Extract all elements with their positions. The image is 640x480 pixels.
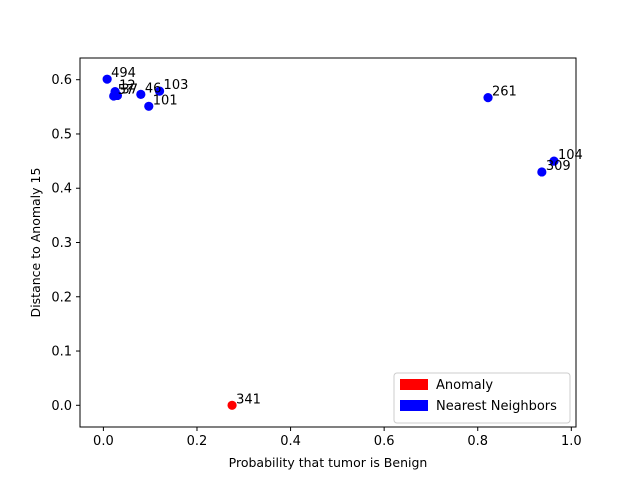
y-axis-label: Distance to Anomaly 15 bbox=[28, 168, 43, 318]
data-point-37 bbox=[112, 90, 123, 101]
point-label-341: 341 bbox=[236, 392, 261, 407]
point-label-494: 494 bbox=[111, 66, 136, 81]
point-label-309: 309 bbox=[546, 159, 571, 174]
x-tick-label: 1.0 bbox=[561, 434, 582, 449]
legend-label-anomaly: Anomaly bbox=[436, 378, 493, 393]
data-point-101 bbox=[144, 101, 154, 111]
point-label-101: 101 bbox=[153, 93, 178, 108]
point-label-104: 104 bbox=[558, 148, 583, 163]
x-axis-ticks: 0.0 0.2 0.4 0.6 0.8 1.0 bbox=[93, 427, 582, 449]
x-tick-label: 0.8 bbox=[467, 434, 488, 449]
x-tick-label: 0.0 bbox=[93, 434, 114, 449]
x-axis-label: Probability that tumor is Benign bbox=[229, 455, 428, 470]
y-tick-label: 0.0 bbox=[51, 399, 72, 414]
x-tick-label: 0.2 bbox=[187, 434, 208, 449]
legend-label-nearest-neighbors: Nearest Neighbors bbox=[436, 399, 557, 414]
data-point-341 bbox=[227, 400, 237, 410]
y-axis-ticks: 0.0 0.1 0.2 0.3 0.4 0.5 0.6 bbox=[51, 73, 80, 414]
point-label-103: 103 bbox=[164, 78, 189, 93]
point-label-261: 261 bbox=[492, 85, 517, 100]
y-tick-label: 0.1 bbox=[51, 345, 72, 360]
data-point-103 bbox=[154, 86, 165, 96]
y-tick-label: 0.3 bbox=[51, 236, 72, 251]
x-tick-label: 0.4 bbox=[280, 434, 301, 449]
point-label-57: 57 bbox=[118, 83, 135, 98]
data-point-309 bbox=[537, 167, 547, 177]
y-tick-label: 0.5 bbox=[51, 127, 72, 142]
y-tick-label: 0.4 bbox=[51, 182, 72, 197]
x-tick-label: 0.6 bbox=[374, 434, 395, 449]
data-point-261 bbox=[483, 93, 493, 103]
data-point-494 bbox=[102, 74, 112, 84]
points-layer bbox=[102, 74, 559, 410]
y-tick-label: 0.2 bbox=[51, 290, 72, 305]
point-label-37: 37 bbox=[121, 82, 138, 97]
legend-swatch-anomaly bbox=[400, 379, 428, 390]
legend-swatch-nearest-neighbors bbox=[400, 400, 428, 411]
data-point-46 bbox=[136, 89, 146, 99]
legend: Anomaly Nearest Neighbors bbox=[393, 372, 571, 424]
y-tick-label: 0.6 bbox=[51, 73, 72, 88]
point-label-12: 12 bbox=[119, 79, 136, 94]
point-label-46: 46 bbox=[145, 81, 162, 96]
data-point-104 bbox=[549, 156, 559, 166]
legend-box bbox=[393, 372, 571, 424]
